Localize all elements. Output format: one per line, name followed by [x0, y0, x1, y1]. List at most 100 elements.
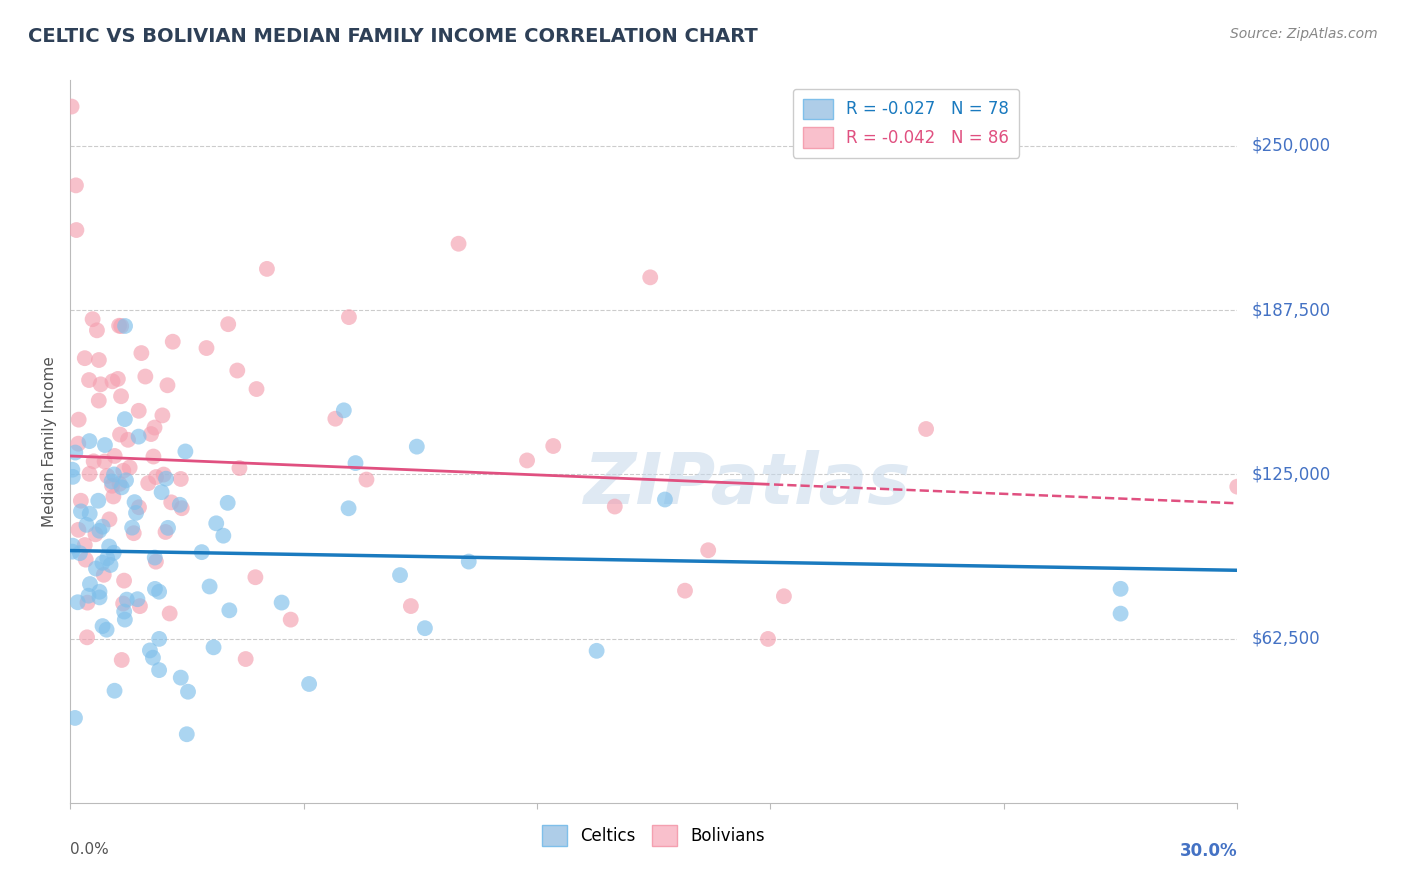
Point — [103, 683, 125, 698]
Point — [60, 544, 83, 558]
Point — [190, 545, 212, 559]
Point — [170, 671, 193, 685]
Text: ZIPatlas: ZIPatlas — [583, 450, 911, 519]
Text: $62,500: $62,500 — [1251, 630, 1320, 648]
Text: 0.0%: 0.0% — [70, 842, 110, 856]
Point — [86, 323, 108, 337]
Point — [114, 318, 136, 333]
Point — [87, 353, 110, 368]
Point — [84, 527, 107, 541]
Text: $125,000: $125,000 — [1251, 466, 1330, 483]
Point — [115, 473, 138, 487]
Point — [79, 507, 101, 521]
Point — [256, 261, 278, 276]
Point — [344, 456, 367, 470]
Point — [84, 561, 107, 575]
Point — [111, 480, 134, 494]
Point — [457, 555, 479, 569]
Point — [585, 644, 607, 658]
Point — [516, 453, 538, 467]
Point — [103, 490, 125, 504]
Point — [96, 623, 118, 637]
Point — [98, 540, 121, 554]
Point — [447, 236, 470, 251]
Point — [152, 409, 174, 423]
Point — [79, 467, 101, 481]
Text: CELTIC VS BOLIVIAN MEDIAN FAMILY INCOME CORRELATION CHART: CELTIC VS BOLIVIAN MEDIAN FAMILY INCOME … — [28, 27, 758, 45]
Point — [91, 619, 114, 633]
Point — [170, 472, 193, 486]
Point — [117, 433, 139, 447]
Point — [155, 524, 177, 539]
Point — [91, 519, 114, 533]
Point — [62, 470, 84, 484]
Point — [756, 632, 779, 646]
Point — [112, 605, 135, 619]
Point — [1226, 480, 1249, 494]
Point — [75, 517, 97, 532]
Point — [110, 319, 132, 334]
Point — [413, 621, 436, 635]
Point — [405, 440, 427, 454]
Point — [60, 463, 83, 477]
Point — [96, 551, 118, 566]
Point — [101, 479, 124, 493]
Point — [148, 584, 170, 599]
Point — [638, 270, 661, 285]
Point — [217, 317, 239, 331]
Point — [697, 543, 720, 558]
Point — [356, 473, 378, 487]
Point — [136, 476, 159, 491]
Point — [333, 403, 356, 417]
Point — [128, 404, 150, 418]
Legend: Celtics, Bolivians: Celtics, Bolivians — [536, 819, 772, 852]
Point — [104, 449, 127, 463]
Point — [389, 568, 412, 582]
Point — [103, 467, 125, 482]
Point — [654, 492, 676, 507]
Point — [89, 524, 111, 538]
Point — [79, 434, 101, 449]
Point — [107, 372, 129, 386]
Point — [145, 555, 167, 569]
Point — [112, 464, 135, 478]
Point — [235, 652, 257, 666]
Point — [67, 412, 90, 426]
Point — [76, 596, 98, 610]
Point — [169, 498, 191, 512]
Point — [77, 589, 100, 603]
Point — [121, 521, 143, 535]
Point — [128, 429, 150, 443]
Point — [773, 589, 796, 603]
Point — [127, 592, 149, 607]
Point — [100, 558, 122, 572]
Point — [125, 506, 148, 520]
Point — [145, 470, 167, 484]
Text: $187,500: $187,500 — [1251, 301, 1330, 319]
Point — [195, 341, 218, 355]
Point — [87, 393, 110, 408]
Point — [245, 570, 267, 584]
Point — [174, 444, 197, 458]
Point — [73, 538, 96, 552]
Point — [114, 613, 136, 627]
Point — [63, 711, 86, 725]
Point — [89, 584, 111, 599]
Point — [226, 363, 249, 377]
Point — [142, 650, 165, 665]
Point — [139, 643, 162, 657]
Point — [134, 369, 156, 384]
Point — [202, 640, 225, 655]
Point — [65, 445, 87, 459]
Point — [157, 521, 180, 535]
Point — [79, 577, 101, 591]
Point — [77, 373, 100, 387]
Point — [673, 583, 696, 598]
Point — [143, 550, 166, 565]
Point — [67, 523, 90, 537]
Point — [198, 579, 221, 593]
Point — [162, 334, 184, 349]
Point — [108, 318, 131, 333]
Point — [115, 592, 138, 607]
Point — [142, 450, 165, 464]
